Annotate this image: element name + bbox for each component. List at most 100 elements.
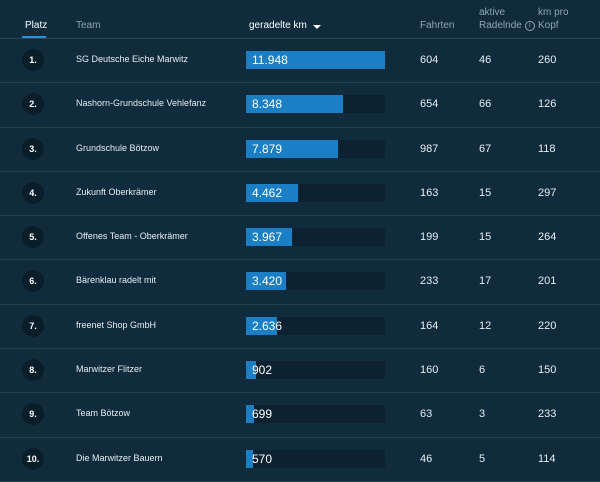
column-header-platz[interactable]: Platz (25, 20, 48, 31)
team-name[interactable]: Marwitzer Flitzer (76, 364, 143, 375)
info-icon[interactable]: i (524, 20, 535, 31)
fahrten-value: 233 (420, 275, 439, 288)
aktive-value: 17 (479, 275, 492, 288)
team-name[interactable]: Grundschule Bötzow (76, 142, 160, 153)
table-row[interactable]: 5. Offenes Team - Oberkrämer 3.967 199 15 264 (0, 216, 600, 261)
team-name[interactable]: freenet Shop GmbH (76, 319, 157, 330)
table-row[interactable]: 8. Marwitzer Flitzer 902 160 6 150 (0, 349, 600, 394)
sort-down-icon (312, 24, 321, 29)
km-value: 11.948 (252, 53, 288, 67)
km-value: 699 (252, 407, 273, 422)
table-row[interactable]: 1. SG Deutsche Eiche Marwitz 11.948 604 46 26… (0, 39, 600, 84)
kmpro-value: 297 (538, 186, 557, 199)
table-row[interactable]: 4. Zukunft Oberkrämer 4.462 163 15 297 (0, 172, 600, 217)
aktive-value: 15 (479, 231, 492, 244)
rank-badge: 1. (22, 49, 44, 71)
team-name[interactable]: Bärenklau radelt mit (76, 275, 157, 286)
table-row[interactable]: 3. Grundschule Bötzow 7.879 987 67 118 (0, 128, 600, 172)
aktive-value: 67 (479, 142, 492, 155)
km-bar-fill (246, 272, 286, 291)
column-header-aktive[interactable]: aktive Radelnde i (479, 6, 539, 32)
column-header-aktive-line2: Radelnde (479, 20, 522, 31)
kmpro-value: 114 (538, 452, 556, 465)
km-bar-track: 3.420 (246, 272, 385, 291)
km-bar-track: 2.636 (246, 316, 385, 335)
aktive-value: 15 (479, 186, 492, 199)
km-value: 570 (252, 451, 273, 466)
fahrten-value: 987 (420, 142, 439, 155)
column-header-team[interactable]: Team (76, 20, 101, 31)
rank-badge: 4. (22, 181, 44, 204)
kmpro-value: 150 (538, 364, 557, 377)
kmpro-value: 264 (538, 231, 557, 244)
team-name[interactable]: Die Marwitzer Bauern (76, 452, 163, 463)
active-column-indicator (22, 36, 46, 38)
km-bar-track: 7.879 (246, 139, 385, 158)
rank-badge: 2. (22, 93, 44, 116)
aktive-value: 66 (479, 98, 492, 111)
km-value: 4.462 (252, 185, 283, 200)
column-header-kmpro-line1: km pro (538, 7, 569, 18)
km-bar-track: 4.462 (246, 183, 385, 202)
km-bar-fill (246, 95, 343, 114)
km-bar-fill (246, 228, 292, 247)
team-name[interactable]: SG Deutsche Eiche Marwitz (76, 54, 189, 64)
km-bar-fill (246, 316, 277, 335)
ranking-table-body: 1. SG Deutsche Eiche Marwitz 11.948 604 46 26… (0, 39, 600, 482)
aktive-value: 46 (479, 54, 492, 66)
km-value: 8.348 (252, 97, 283, 112)
km-value: 3.420 (252, 274, 283, 289)
table-header: Platz Team geradelte km Fahrten aktive R… (0, 0, 600, 39)
aktive-value: 12 (479, 319, 492, 332)
team-name[interactable]: Zukunft Oberkrämer (76, 186, 157, 197)
table-row[interactable]: 2. Nashorn-Grundschule Vehlefanz 8.348 654 6… (0, 83, 600, 128)
fahrten-value: 46 (420, 452, 433, 465)
fahrten-value: 199 (420, 231, 439, 244)
column-header-kmpro-line2: Kopf (538, 20, 559, 31)
rank-badge: 3. (22, 137, 44, 160)
kmpro-value: 118 (538, 142, 556, 155)
km-bar-track: 11.948 (246, 51, 385, 69)
km-value: 3.967 (252, 230, 283, 245)
fahrten-value: 604 (420, 54, 439, 66)
rank-badge: 6. (22, 270, 44, 293)
team-name[interactable]: Offenes Team - Oberkrämer (76, 231, 188, 242)
column-header-kmpro[interactable]: km pro Kopf (538, 6, 588, 32)
rank-badge: 9. (22, 403, 44, 426)
team-name[interactable]: Team Bötzow (76, 408, 131, 419)
column-header-aktive-line1: aktive (479, 7, 506, 18)
rank-badge: 8. (22, 359, 44, 382)
rank-badge: 5. (22, 226, 44, 249)
km-bar-fill (246, 183, 298, 202)
km-value: 902 (252, 363, 273, 378)
km-bar-fill (246, 139, 338, 158)
km-bar-track: 699 (246, 405, 385, 424)
table-row[interactable]: 10. Die Marwitzer Bauern 570 46 5 114 (0, 438, 600, 482)
fahrten-value: 164 (420, 319, 439, 332)
team-name[interactable]: Nashorn-Grundschule Vehlefanz (76, 98, 207, 109)
column-header-km-label: geradelte km (249, 20, 307, 31)
column-header-fahrten[interactable]: Fahrten (420, 20, 455, 31)
km-value: 2.636 (252, 318, 283, 333)
km-bar-track: 570 (246, 449, 385, 468)
km-bar-fill (246, 51, 385, 69)
kmpro-value: 260 (538, 54, 557, 66)
kmpro-value: 126 (538, 98, 557, 111)
table-row[interactable]: 7. freenet Shop GmbH 2.636 164 12 220 (0, 305, 600, 350)
rank-badge: 7. (22, 314, 44, 337)
rank-badge: 10. (22, 447, 44, 470)
km-bar-fill (246, 449, 253, 468)
fahrten-value: 160 (420, 364, 439, 377)
fahrten-value: 654 (420, 98, 439, 111)
km-bar-track: 8.348 (246, 95, 385, 114)
aktive-value: 6 (479, 364, 486, 377)
table-row[interactable]: 9. Team Bötzow 699 63 3 233 (0, 393, 600, 438)
kmpro-value: 220 (538, 319, 557, 332)
kmpro-value: 233 (538, 408, 557, 421)
km-bar-fill (246, 405, 254, 424)
km-value: 7.879 (252, 141, 283, 156)
aktive-value: 5 (479, 452, 486, 465)
column-header-km[interactable]: geradelte km (249, 19, 321, 32)
fahrten-value: 63 (420, 408, 433, 421)
table-row[interactable]: 6. Bärenklau radelt mit 3.420 233 17 201 (0, 260, 600, 305)
